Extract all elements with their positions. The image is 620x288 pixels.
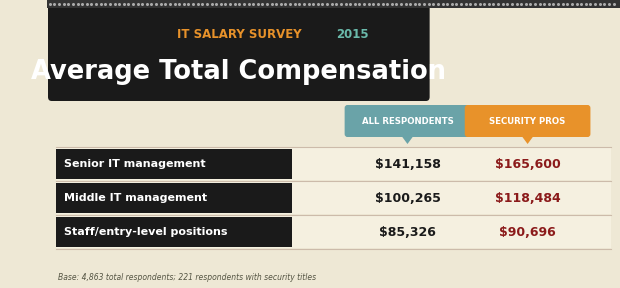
Text: Base: 4,863 total respondents; 221 respondents with security titles: Base: 4,863 total respondents; 221 respo…	[58, 274, 316, 283]
Text: SECURITY PROS: SECURITY PROS	[489, 118, 566, 126]
FancyBboxPatch shape	[56, 182, 611, 214]
FancyBboxPatch shape	[465, 105, 590, 137]
Bar	[47, 0, 620, 8]
FancyBboxPatch shape	[56, 149, 292, 179]
Text: Average Total Compensation: Average Total Compensation	[31, 59, 446, 85]
Text: $85,326: $85,326	[379, 226, 436, 238]
Text: $118,484: $118,484	[495, 192, 560, 204]
Text: Middle IT management: Middle IT management	[64, 193, 207, 203]
FancyBboxPatch shape	[56, 216, 611, 248]
Text: ALL RESPONDENTS: ALL RESPONDENTS	[361, 118, 453, 126]
Text: $165,600: $165,600	[495, 158, 560, 170]
Polygon shape	[400, 134, 415, 144]
Text: Staff/entry-level positions: Staff/entry-level positions	[64, 227, 227, 237]
Text: $141,158: $141,158	[374, 158, 440, 170]
FancyBboxPatch shape	[56, 217, 292, 247]
FancyBboxPatch shape	[56, 148, 611, 180]
FancyBboxPatch shape	[345, 105, 471, 137]
Polygon shape	[520, 134, 535, 144]
Text: 2015: 2015	[335, 27, 368, 41]
Text: Senior IT management: Senior IT management	[64, 159, 205, 169]
Text: IT SALARY SURVEY: IT SALARY SURVEY	[177, 27, 306, 41]
Text: $90,696: $90,696	[499, 226, 556, 238]
FancyBboxPatch shape	[56, 183, 292, 213]
Text: $100,265: $100,265	[374, 192, 440, 204]
FancyBboxPatch shape	[48, 1, 430, 101]
